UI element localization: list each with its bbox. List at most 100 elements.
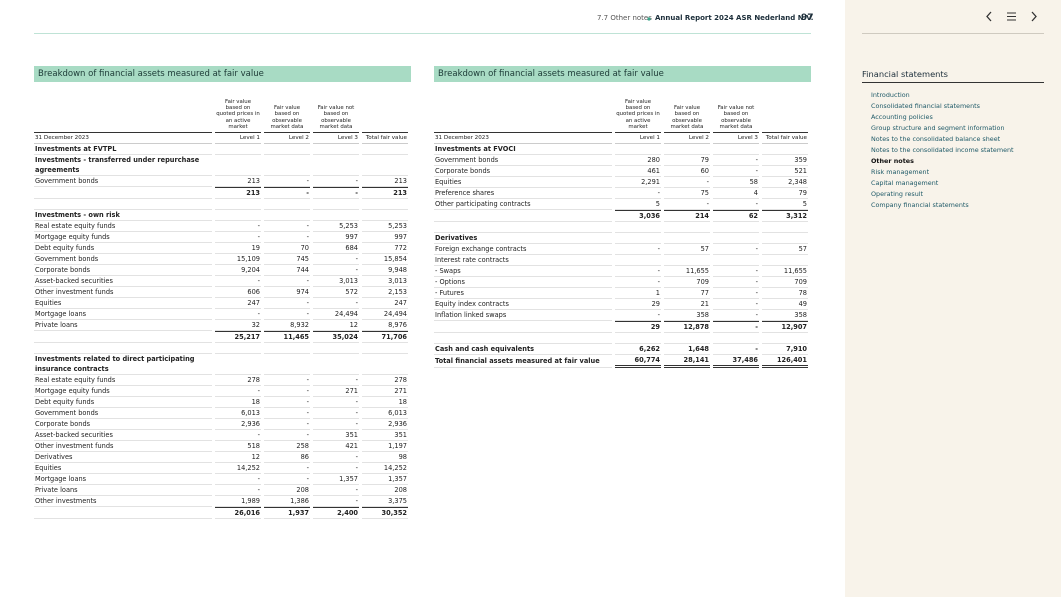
table-row: Government bonds 15,109 745-15,854 <box>34 254 408 265</box>
nav-link[interactable]: Operating result <box>871 190 924 198</box>
cell-value: 2,936 <box>362 419 408 430</box>
cell-value: - <box>615 244 661 255</box>
column-header: Fair value based on observable market da… <box>270 105 304 130</box>
row-label: Derivatives <box>34 452 212 463</box>
cell-value: - <box>215 221 261 232</box>
empty-cell <box>664 233 710 244</box>
table-row: 26,016 1,937 2,400 30,352 <box>34 507 408 519</box>
cell-value: - <box>215 474 261 485</box>
cell-value: 213 <box>362 176 408 187</box>
cell-value: - <box>264 386 310 397</box>
cell-value: 79 <box>762 188 808 199</box>
cell-value: 1,357 <box>362 474 408 485</box>
spacer-cell <box>664 333 710 344</box>
cell-value: 351 <box>362 430 408 441</box>
cell-value: - <box>313 375 359 386</box>
cell-value: - <box>615 310 661 321</box>
table-row: Corporate bonds 9,204 744-9,948 <box>34 265 408 276</box>
spacer-row <box>34 199 408 210</box>
table-row: Interest rate contracts <box>434 255 808 266</box>
table-row: Government bonds 6,013- -6,013 <box>34 408 408 419</box>
fair-value-table: Breakdown of financial assets measured a… <box>34 66 411 519</box>
sidebar: Financial statements Introduction Consoli… <box>845 0 1061 597</box>
table-row: Investments at FVOCI <box>434 144 808 155</box>
spacer-row <box>34 343 408 354</box>
next-button[interactable] <box>1031 11 1037 22</box>
empty-cell <box>264 210 310 221</box>
row-label: Asset-backed securities <box>34 430 212 441</box>
cell-value: - <box>713 199 759 210</box>
empty-cell <box>264 155 310 176</box>
cell-value: 14,252 <box>362 463 408 474</box>
empty-cell <box>713 144 759 155</box>
row-label: Cash and cash equivalents <box>434 344 612 355</box>
cell-value: 2,153 <box>362 287 408 298</box>
cell-value: - <box>313 463 359 474</box>
header-rule <box>34 33 811 34</box>
cell-value: - <box>713 266 759 277</box>
cell-value: 521 <box>762 166 808 177</box>
cell-value: 278 <box>215 375 261 386</box>
empty-cell <box>362 144 408 155</box>
cell-value: - <box>215 386 261 397</box>
table-row: Inflation linked swaps -358-358 <box>434 310 808 321</box>
header-spacer <box>762 82 808 132</box>
empty-cell <box>362 210 408 221</box>
nav-link[interactable]: Accounting policies <box>871 113 933 121</box>
menu-button[interactable] <box>1007 12 1016 21</box>
cell-value: - <box>313 419 359 430</box>
table-row: Derivatives <box>434 233 808 244</box>
cell-value: 11,655 <box>762 266 808 277</box>
cell-value: - <box>713 310 759 321</box>
table-row: Investments - transferred under repurcha… <box>34 155 408 176</box>
cell-value: - <box>264 221 310 232</box>
cell-value: - <box>313 397 359 408</box>
cell-value: 98 <box>362 452 408 463</box>
column-header-row: Fair value based on quoted prices in an … <box>34 82 408 132</box>
row-label: Asset-backed securities <box>34 276 212 287</box>
cell-value: 351 <box>313 430 359 441</box>
spacer-cell <box>215 199 261 210</box>
nav-link[interactable]: Risk management <box>871 168 930 176</box>
table-row: Mortgage equity funds - -997 997 <box>34 232 408 243</box>
nav-link[interactable]: Introduction <box>871 91 910 99</box>
cell-value: 79 <box>664 155 710 166</box>
cell-value: - <box>313 485 359 496</box>
cell-value: 15,109 <box>215 254 261 265</box>
nav-link[interactable]: Company financial statements <box>871 201 969 209</box>
cell-value: 5,253 <box>313 221 359 232</box>
nav-link[interactable]: Capital management <box>871 179 939 187</box>
nav-link[interactable]: Other notes <box>871 157 914 165</box>
cell-value: 214 <box>664 210 710 222</box>
nav-link[interactable]: Notes to the consolidated balance sheet <box>871 135 1001 143</box>
report-title: Annual Report 2024 ASR Nederland N.V. <box>655 14 814 22</box>
cell-value: 2,291 <box>615 177 661 188</box>
cell-value: 24,494 <box>313 309 359 320</box>
cell-value: 29 <box>615 299 661 310</box>
cell-value: 77 <box>664 288 710 299</box>
table: Fair value based on quoted prices in an … <box>31 82 411 519</box>
row-label: Mortgage equity funds <box>34 386 212 397</box>
nav-link[interactable]: Consolidated financial statements <box>871 102 980 110</box>
cell-value: 772 <box>362 243 408 254</box>
header-spacer <box>434 82 612 132</box>
nav-link[interactable]: Notes to the consolidated income stateme… <box>871 146 1014 154</box>
table: Fair value based on quoted prices in an … <box>431 82 811 368</box>
table-row: Investments at FVTPL <box>34 144 408 155</box>
spacer-cell <box>264 199 310 210</box>
empty-cell <box>713 233 759 244</box>
row-label: Mortgage equity funds <box>34 232 212 243</box>
prev-button[interactable] <box>986 11 992 22</box>
cell-value: - <box>713 321 759 333</box>
cell-value: 11,655 <box>664 266 710 277</box>
table-row: Debt equity funds 18- -18 <box>34 397 408 408</box>
cell-value: 70 <box>264 243 310 254</box>
spacer-cell <box>215 343 261 354</box>
level: Level 1 <box>215 132 261 144</box>
cell-value: 2,400 <box>313 507 359 519</box>
cell-value: 709 <box>664 277 710 288</box>
spacer-cell <box>434 222 612 233</box>
row-label: Total financial assets measured at fair … <box>434 355 612 368</box>
cell-value: - <box>264 232 310 243</box>
nav-link[interactable]: Group structure and segment information <box>871 124 1005 132</box>
